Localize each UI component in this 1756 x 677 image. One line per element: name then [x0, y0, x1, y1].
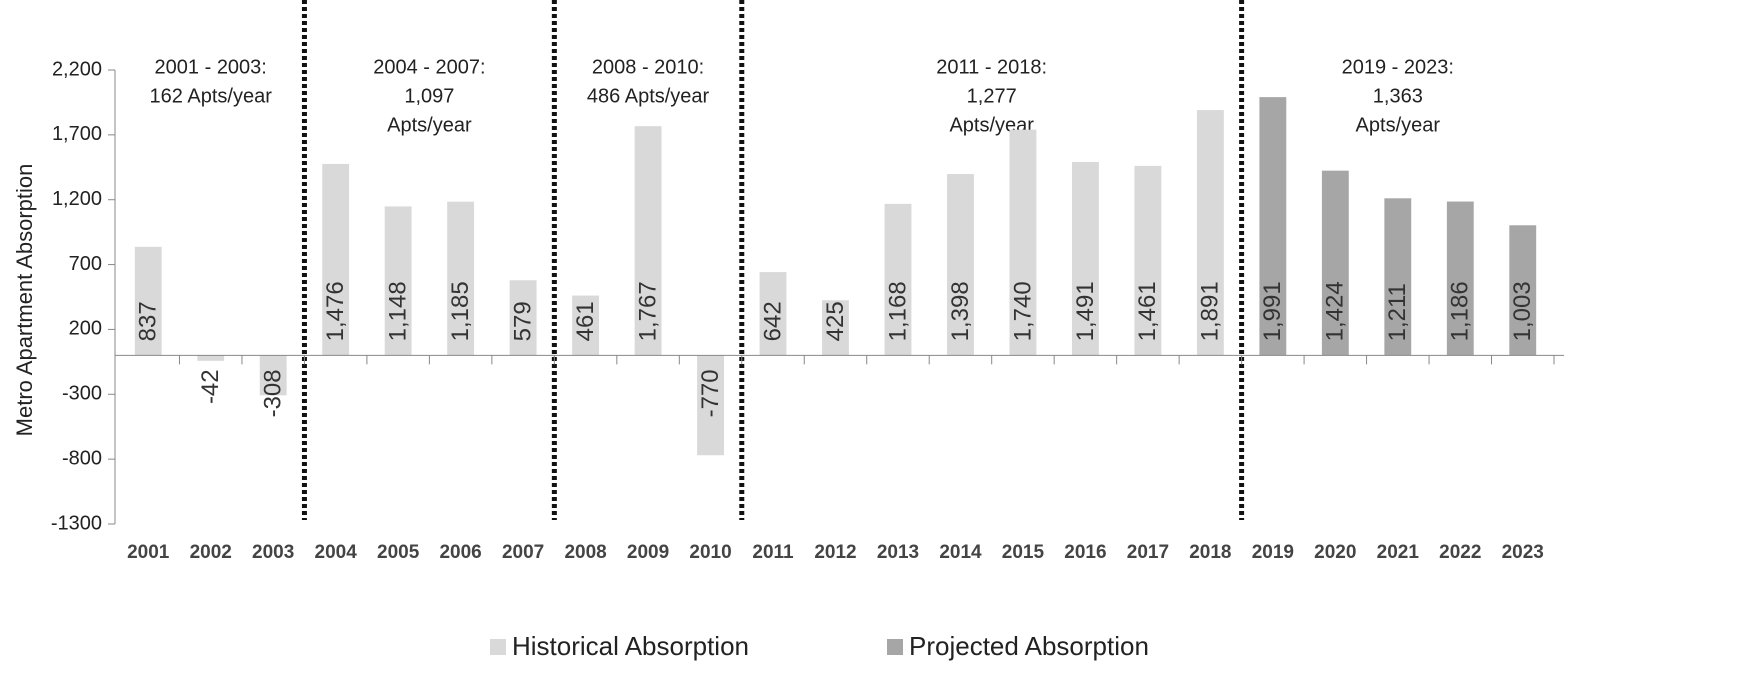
- period-annotation: Apts/year: [387, 114, 472, 136]
- value-label: 1,211: [1384, 283, 1411, 341]
- bar: [384, 206, 412, 356]
- bar: [1196, 110, 1224, 356]
- x-tick-label: 2009: [627, 542, 669, 563]
- bar: [947, 174, 974, 356]
- x-tick-label: 2002: [190, 542, 232, 563]
- x-tick-label: 2015: [1002, 542, 1045, 563]
- value-label: 1,168: [884, 281, 911, 341]
- period-annotation: 1,277: [967, 85, 1017, 107]
- y-tick-label: 700: [69, 253, 102, 275]
- value-label: 1,461: [1134, 281, 1161, 341]
- bar: [697, 355, 724, 456]
- x-tick-label: 2020: [1314, 542, 1356, 563]
- legend-swatch: [490, 639, 506, 655]
- bar: [1321, 170, 1349, 356]
- bar: [572, 295, 600, 356]
- period-annotation: 2004 - 2007:: [373, 56, 485, 78]
- value-label: 1,148: [384, 281, 411, 341]
- y-tick-label: 2,200: [52, 58, 102, 80]
- bar: [759, 272, 787, 356]
- value-label: 837: [135, 301, 162, 341]
- value-label: -42: [197, 369, 224, 404]
- period-annotation: 1,097: [404, 85, 454, 107]
- value-label: 1,767: [634, 281, 661, 341]
- value-label: 1,185: [447, 281, 474, 341]
- x-tick-label: 2022: [1439, 542, 1481, 563]
- x-tick-label: 2010: [689, 542, 731, 563]
- value-label: -308: [260, 369, 287, 417]
- period-annotation: 162 Apts/year: [150, 85, 273, 107]
- legend-label: Projected Absorption: [909, 631, 1149, 661]
- period-annotation: 486 Apts/year: [587, 85, 710, 107]
- bar: [447, 201, 475, 356]
- bar: [134, 246, 162, 356]
- bar: [1134, 165, 1162, 356]
- y-tick-label: 1,700: [52, 123, 102, 145]
- x-tick-label: 2006: [439, 542, 481, 563]
- value-label: 1,476: [322, 281, 349, 341]
- period-annotation: Apts/year: [1356, 114, 1441, 136]
- period-annotation: 1,363: [1373, 85, 1423, 107]
- value-label: 1,991: [1259, 281, 1286, 341]
- bar: [884, 203, 912, 356]
- y-tick-label: -1300: [51, 512, 102, 534]
- value-label: 1,491: [1072, 281, 1099, 341]
- x-tick-label: 2018: [1189, 542, 1231, 563]
- bar: [1071, 161, 1099, 356]
- x-tick-label: 2019: [1252, 542, 1294, 563]
- bar: [634, 126, 662, 356]
- bar: [197, 355, 225, 361]
- x-tick-label: 2001: [127, 542, 170, 563]
- y-tick-label: 200: [69, 318, 102, 340]
- period-annotation: 2001 - 2003:: [155, 56, 267, 78]
- bar: [509, 280, 537, 356]
- x-tick-label: 2005: [377, 542, 420, 563]
- value-label: 1,186: [1447, 281, 1474, 341]
- value-label: 1,424: [1322, 281, 1349, 341]
- x-tick-label: 2014: [939, 542, 982, 563]
- x-tick-label: 2023: [1502, 542, 1544, 563]
- value-label: 1,003: [1509, 281, 1536, 341]
- period-annotation: 2008 - 2010:: [592, 56, 704, 78]
- x-tick-label: 2021: [1377, 542, 1420, 563]
- value-label: 1,740: [1009, 281, 1036, 341]
- value-label: -770: [697, 369, 724, 417]
- bar: [1446, 201, 1474, 356]
- value-label: 425: [822, 301, 849, 341]
- x-tick-label: 2004: [315, 542, 358, 563]
- y-tick-label: 1,200: [52, 188, 102, 210]
- x-tick-label: 2011: [752, 542, 794, 563]
- bar: [259, 355, 287, 396]
- x-tick-label: 2012: [814, 542, 856, 563]
- x-tick-label: 2007: [502, 542, 544, 563]
- bar: [1509, 225, 1537, 356]
- value-label: 642: [759, 301, 786, 341]
- x-tick-label: 2008: [564, 542, 606, 563]
- value-label: 1,891: [1197, 281, 1224, 341]
- x-tick-label: 2013: [877, 542, 919, 563]
- y-tick-label: -800: [62, 447, 102, 469]
- x-tick-label: 2017: [1127, 542, 1169, 563]
- bar: [1384, 198, 1412, 356]
- legend-label: Historical Absorption: [512, 631, 749, 661]
- x-tick-label: 2016: [1064, 542, 1106, 563]
- bar: [1259, 97, 1287, 356]
- y-tick-label: -300: [62, 383, 102, 405]
- bar: [822, 300, 849, 356]
- bar: [1009, 129, 1037, 356]
- period-annotation: 2011 - 2018:: [936, 56, 1047, 78]
- value-label: 461: [572, 301, 599, 341]
- value-label: 579: [509, 301, 536, 341]
- period-annotation: 2019 - 2023:: [1342, 56, 1454, 78]
- value-label: 1,398: [947, 281, 974, 341]
- bar: [322, 163, 350, 356]
- y-axis-title: Metro Apartment Absorption: [12, 164, 37, 437]
- legend-swatch: [887, 639, 903, 655]
- x-tick-label: 2003: [252, 542, 294, 563]
